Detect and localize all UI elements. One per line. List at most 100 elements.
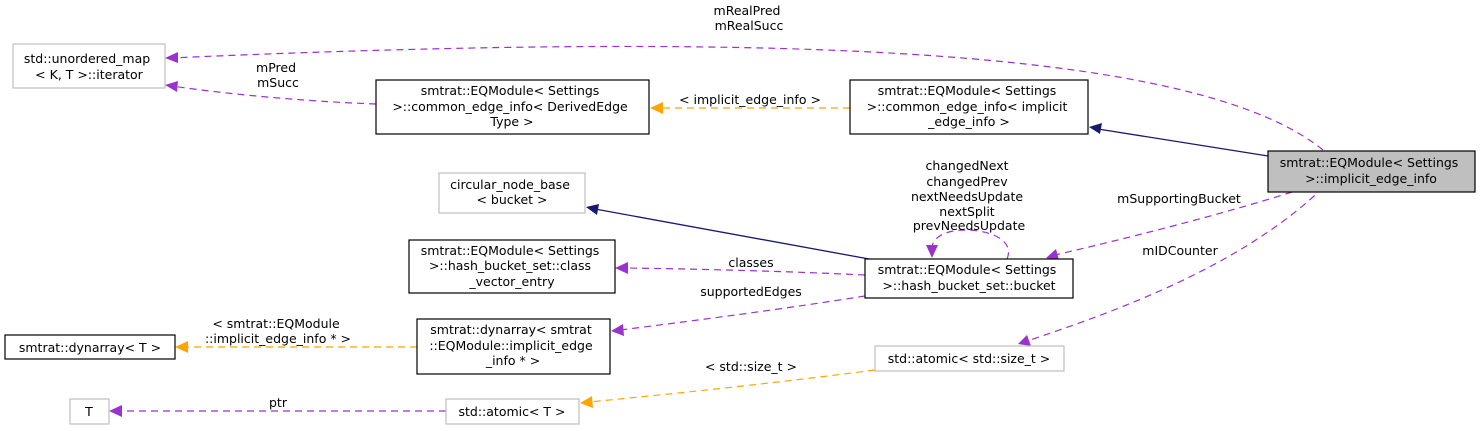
- edge-label-line: prevNeedsUpdate: [913, 218, 1026, 233]
- node-common-edge-info-implicit[interactable]: smtrat::EQModule< Settings >::common_edg…: [849, 79, 1089, 135]
- edge-real-pred-succ: [169, 45, 1324, 151]
- node-label-line: _info * >: [485, 353, 540, 368]
- node-label: smtrat::dynarray< smtrat ::EQModule::imp…: [429, 322, 596, 368]
- node-box: [408, 239, 616, 294]
- edge-pred-succ: [171, 85, 377, 105]
- node-t[interactable]: T: [69, 398, 110, 425]
- arrowhead-pred-succ: [165, 81, 178, 92]
- edge-label-supporting-bucket: mSupportingBucket: [1117, 191, 1241, 206]
- node-box: [4, 334, 176, 360]
- node-circular-node-base[interactable]: circular_node_base < bucket >: [438, 172, 586, 214]
- node-label-line: circular_node_base: [450, 177, 570, 192]
- edge-label-real-pred-succ: mRealPred mRealSucc: [714, 3, 785, 33]
- edge-inherit-common: [1097, 128, 1269, 157]
- edge-label-line: mIDCounter: [1142, 243, 1218, 258]
- node-box: [864, 258, 1074, 299]
- node-label-line: _vector_entry: [468, 274, 555, 289]
- node-label-line: _edge_info >: [927, 114, 1010, 129]
- edge-size-t-tmpl: [588, 369, 876, 403]
- node-class-vector-entry[interactable]: smtrat::EQModule< Settings >::hash_bucke…: [408, 239, 616, 294]
- node-label-line: std::atomic< T >: [458, 404, 565, 419]
- node-label-line: >::hash_bucket_set::class: [429, 258, 591, 273]
- node-label-line: < K, T >::iterator: [35, 67, 144, 82]
- edge-label-line: changedNext: [925, 158, 1008, 173]
- arrowhead-supported-edges: [611, 324, 624, 336]
- node-label-line: Type >: [489, 114, 533, 129]
- arrowhead-supporting-bucket: [1046, 249, 1059, 260]
- edge-label-line: nextSplit: [939, 204, 995, 219]
- node-common-edge-info-derived[interactable]: smtrat::EQModule< Settings >::common_edg…: [375, 79, 650, 135]
- node-label: smtrat::EQModule< Settings >::common_edg…: [392, 83, 631, 129]
- node-atomic-t[interactable]: std::atomic< T >: [445, 398, 580, 425]
- edge-id-counter: [1026, 169, 1341, 342]
- arrowhead-real-pred-succ: [165, 52, 178, 63]
- node-label-line: < bucket >: [476, 192, 547, 207]
- edge-label-line: nextNeedsUpdate: [911, 189, 1023, 204]
- arrowhead-ptr: [109, 405, 122, 417]
- node-label: std::atomic< T >: [458, 404, 565, 419]
- node-bucket[interactable]: smtrat::EQModule< Settings >::hash_bucke…: [864, 258, 1074, 299]
- edge-label-line: < std::size_t >: [705, 359, 797, 374]
- node-label: smtrat::EQModule< Settings >::hash_bucke…: [421, 243, 604, 289]
- node-label: smtrat::EQModule< Settings >::hash_bucke…: [878, 262, 1061, 293]
- node-label: smtrat::dynarray< T >: [19, 340, 161, 355]
- arrowhead-size-t-tmpl: [580, 396, 593, 408]
- node-box: [445, 398, 580, 425]
- node-label: T: [84, 404, 93, 419]
- edge-label-pred-succ: mPred mSucc: [256, 60, 300, 90]
- node-label-line: >::common_edge_info< implicit: [867, 99, 1068, 114]
- arrowhead-classes: [615, 262, 628, 274]
- edge-label-size-t-tmpl: < std::size_t >: [705, 359, 797, 374]
- edge-label-line: mPred: [256, 60, 296, 75]
- node-box: [1267, 150, 1476, 193]
- edge-label-line: < implicit_edge_info >: [679, 92, 821, 107]
- edge-bucket-self: [931, 229, 1010, 260]
- node-label-line: >::implicit_edge_info: [1305, 171, 1437, 186]
- edge-labels: mRealPred mRealSucc mPred mSucc < implic…: [205, 3, 1241, 410]
- node-label-line: >::hash_bucket_set::bucket: [882, 278, 1055, 293]
- edge-label-id-counter: mIDCounter: [1142, 243, 1218, 258]
- node-label-line: smtrat::EQModule< Settings: [878, 83, 1057, 98]
- arrowhead-inherit-circular: [586, 204, 599, 215]
- edge-label-ptr: ptr: [269, 395, 288, 410]
- node-box: [375, 79, 650, 135]
- node-implicit-edge-info[interactable]: smtrat::EQModule< Settings >::implicit_e…: [1267, 150, 1476, 193]
- edge-supported-edges: [619, 295, 866, 331]
- arrowhead-inherit-common: [1089, 123, 1102, 134]
- edge-label-implicit-edge-info-tmpl: < implicit_edge_info >: [679, 92, 821, 107]
- node-dynarray-t[interactable]: smtrat::dynarray< T >: [4, 334, 176, 360]
- edge-label-line: ptr: [269, 395, 288, 410]
- edge-classes: [623, 267, 866, 276]
- node-label-line: smtrat::dynarray< T >: [19, 340, 161, 355]
- node-label: circular_node_base < bucket >: [450, 177, 574, 207]
- node-unordered-map-iterator[interactable]: std::unordered_map < K, T >::iterator: [12, 43, 166, 89]
- node-dynarray-implicit[interactable]: smtrat::dynarray< smtrat ::EQModule::imp…: [416, 318, 611, 375]
- edge-label-line: mSupportingBucket: [1117, 191, 1241, 206]
- node-label: smtrat::EQModule< Settings >::implicit_e…: [1280, 155, 1463, 186]
- edge-label-line: mSucc: [257, 75, 299, 90]
- node-atomic-size-t[interactable]: std::atomic< std::size_t >: [874, 345, 1065, 372]
- edge-label-line: classes: [728, 255, 773, 270]
- node-label-line: >::common_edge_info< DerivedEdge: [392, 99, 628, 114]
- node-box: [12, 43, 166, 89]
- edge-supporting-bucket: [1054, 191, 1293, 256]
- node-label-line: T: [84, 404, 93, 419]
- edge-label-line: < smtrat::EQModule: [212, 316, 340, 331]
- nodes: std::unordered_map < K, T >::iterator sm…: [4, 43, 1476, 425]
- node-box: [416, 318, 611, 375]
- edge-label-line: changedPrev: [926, 174, 1008, 189]
- node-label-line: std::unordered_map: [24, 51, 150, 66]
- arrowhead-implicit-edge-info-tmpl: [650, 102, 663, 114]
- node-box: [438, 172, 586, 214]
- node-label-line: smtrat::dynarray< smtrat: [430, 322, 592, 337]
- edge-inherit-circular: [594, 208, 881, 262]
- node-box: [69, 398, 110, 425]
- node-box: [849, 79, 1089, 135]
- node-label: std::atomic< std::size_t >: [888, 351, 1051, 366]
- edge-label-classes: classes: [728, 255, 773, 270]
- edge-label-line: ::implicit_edge_info * >: [205, 331, 351, 346]
- node-label-line: smtrat::EQModule< Settings: [421, 243, 600, 258]
- edge-label-line: mRealSucc: [715, 18, 784, 33]
- edge-label-supported-edges: supportedEdges: [700, 284, 802, 299]
